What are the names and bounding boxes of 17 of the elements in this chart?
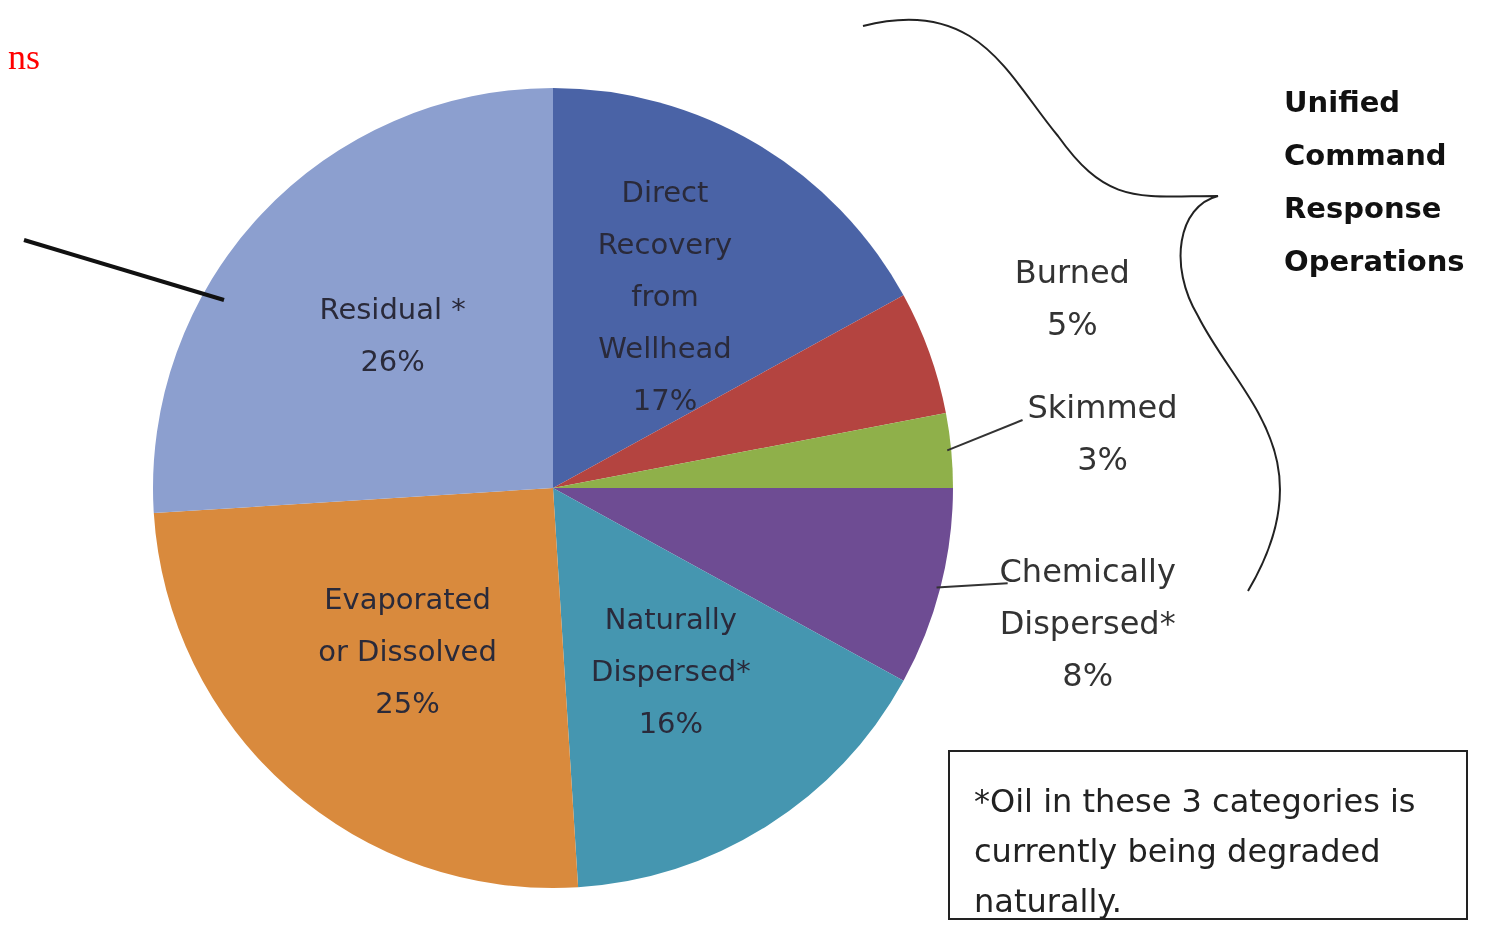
slice-label: Naturally Dispersed* (591, 602, 751, 689)
slice-label: Direct Recovery from Wellhead (597, 175, 733, 366)
slice-label: Residual * (319, 291, 466, 326)
slice-label: Skimmed (1027, 388, 1178, 427)
data-label: 5% (1046, 305, 1098, 344)
data-label: 8% (1062, 655, 1114, 694)
data-label: 25% (375, 685, 440, 720)
slice-label: Chemically Dispersed* (999, 551, 1176, 642)
text: *Oil in these 3 categories is currently being degraded naturally. (948, 750, 1468, 920)
data-label: 16% (638, 706, 704, 741)
data-label: 26% (360, 343, 425, 378)
text: Unified Command Response Operations (1284, 84, 1466, 280)
data-label: 17% (632, 383, 698, 418)
data-label: 3% (1077, 440, 1128, 479)
slice-label: Evaporated or Dissolved (318, 581, 497, 668)
text: ns (8, 36, 41, 78)
slice-label: Burned (1014, 253, 1130, 292)
